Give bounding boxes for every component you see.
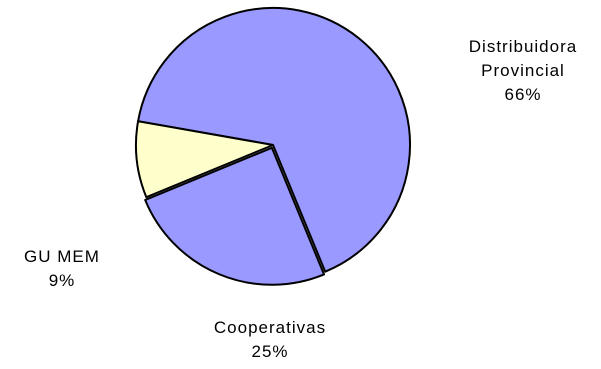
slice-value-cooperativas: 25%: [251, 342, 289, 361]
slice-label-distribuidora-line2: Provincial: [481, 61, 565, 80]
slice-label-gu-mem-line1: GU MEM: [24, 247, 100, 266]
slice-label-distribuidora: Distribuidora Provincial 66%: [448, 35, 598, 107]
pie-slice-gu-mem: [135, 120, 274, 199]
slice-label-gu-mem: GU MEM 9%: [12, 245, 112, 293]
pie-slice-cooperativas: [144, 146, 326, 286]
slice-label-cooperativas-line1: Cooperativas: [213, 318, 327, 337]
pie-slice-distribuidora: [137, 7, 411, 273]
slice-label-distribuidora-line1: Distribuidora: [468, 37, 578, 56]
slice-value-distribuidora: 66%: [504, 85, 542, 104]
slice-value-gu-mem: 9%: [48, 271, 76, 290]
slice-label-cooperativas: Cooperativas 25%: [200, 316, 340, 364]
